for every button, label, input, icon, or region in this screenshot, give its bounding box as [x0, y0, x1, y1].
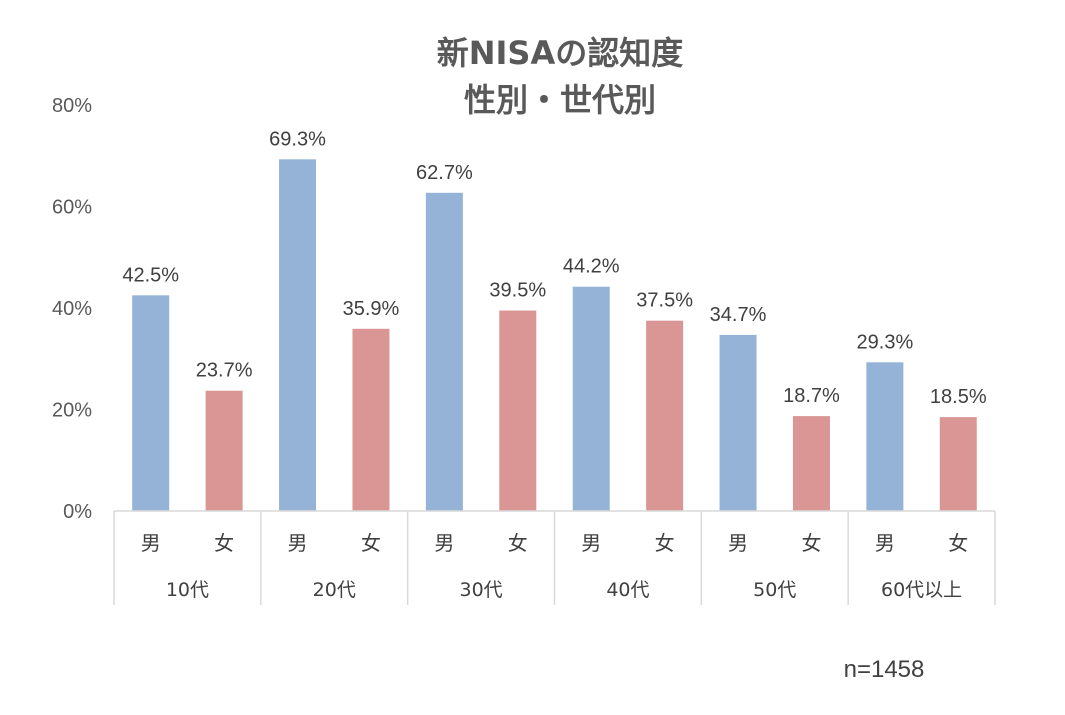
bar-female-4 — [792, 416, 830, 511]
group-label: 30代 — [459, 579, 502, 601]
sub-category-label: 女 — [214, 531, 234, 555]
x-axis: 男 女 10代 男 女 20代 男 女 30代 男 女 40代 男 女 50代 男 女 60代以上 — [113, 510, 996, 605]
sub-category-label: 女 — [361, 531, 381, 555]
bar-male-5 — [866, 362, 904, 511]
bar-male-2 — [425, 192, 463, 512]
data-label-male-4: 34.7% — [710, 304, 767, 326]
sub-category-label: 男 — [581, 531, 601, 555]
data-label-male-0: 42.5% — [122, 264, 179, 286]
data-label-male-2: 62.7% — [416, 162, 473, 184]
data-label-female-5: 18.5% — [930, 386, 987, 408]
sub-category-label: 女 — [801, 531, 821, 555]
group-label: 50代 — [753, 579, 796, 601]
sub-category-label: 男 — [875, 531, 895, 555]
sub-category-label: 女 — [948, 531, 968, 555]
data-label-male-3: 44.2% — [563, 256, 620, 278]
sub-category-label: 男 — [434, 531, 454, 555]
y-tick-label: 40% — [52, 298, 92, 320]
bar-male-1 — [279, 159, 317, 512]
bar-male-0 — [132, 295, 170, 511]
bar-male-4 — [719, 334, 757, 511]
chart-title: 新NISAの認知度 — [437, 34, 684, 72]
sub-category-label: 女 — [655, 531, 675, 555]
data-label-female-0: 23.7% — [196, 360, 253, 382]
bar-female-0 — [205, 390, 243, 511]
data-label-male-5: 29.3% — [857, 331, 914, 353]
sample-size-note: n=1458 — [844, 656, 925, 683]
y-tick-label: 0% — [63, 501, 92, 523]
group-label: 10代 — [166, 579, 209, 601]
bar-female-2 — [499, 310, 537, 511]
sub-category-label: 女 — [508, 531, 528, 555]
data-label-female-4: 18.7% — [783, 385, 840, 407]
sub-category-label: 男 — [141, 531, 161, 555]
bar-female-3 — [646, 320, 684, 511]
sub-category-label: 男 — [728, 531, 748, 555]
y-tick-label: 80% — [52, 95, 92, 117]
sub-category-label: 男 — [288, 531, 308, 555]
bars: 42.5% 69.3% 62.7% 44.2% 34.7% 29.3% 23.7% 35.9%… — [122, 128, 987, 512]
y-tick-label: 20% — [52, 400, 92, 422]
y-axis: 0% 20% 40% 60% 80% — [52, 95, 92, 523]
bar-male-3 — [572, 286, 610, 511]
data-label-male-1: 69.3% — [269, 128, 326, 150]
data-label-female-1: 35.9% — [343, 298, 400, 320]
group-label: 40代 — [606, 579, 649, 601]
group-label: 20代 — [313, 579, 356, 601]
y-tick-label: 60% — [52, 197, 92, 219]
data-label-female-2: 39.5% — [489, 280, 546, 302]
group-label: 60代以上 — [881, 579, 962, 601]
data-label-female-3: 37.5% — [636, 290, 693, 312]
bar-female-1 — [352, 328, 390, 511]
bar-female-5 — [939, 417, 977, 511]
chart-subtitle: 性別・世代別 — [464, 81, 656, 119]
